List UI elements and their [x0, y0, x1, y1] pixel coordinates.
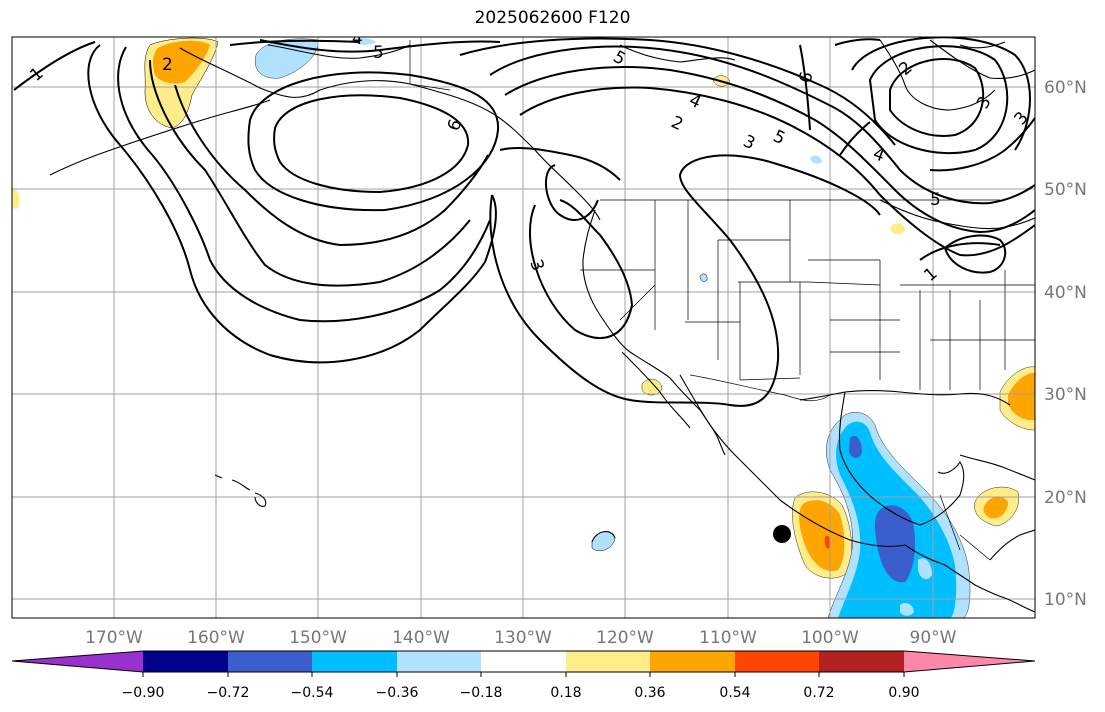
longitude-labels: 170°W 160°W 150°W 140°W 130°W 120°W 110°… [85, 628, 957, 648]
colorbar: −0.90 −0.72 −0.54 −0.36 −0.18 0.18 0.36 … [11, 650, 1036, 701]
latitude-label: 30°N [1044, 385, 1087, 405]
longitude-label: 150°W [289, 628, 347, 648]
colorbar-tick-label: 0.54 [719, 685, 750, 701]
colorbar-segment [566, 651, 650, 672]
contour-label: 5 [373, 43, 384, 63]
colorbar-max-extension [904, 651, 1035, 672]
colorbar-segment [819, 651, 904, 672]
borders [409, 40, 1035, 561]
colorbar-segment [481, 651, 566, 672]
contour-label: 6 [796, 70, 818, 86]
contour-lines [13, 37, 1035, 407]
colorbar-segment [143, 651, 228, 672]
colorbar-tick-label: 0.72 [803, 685, 834, 701]
graticule [12, 37, 1035, 618]
latitude-label: 10°N [1044, 590, 1087, 610]
latitude-label: 60°N [1044, 78, 1087, 98]
map-frame [11, 36, 1036, 619]
contour-label: 2 [162, 55, 173, 75]
longitude-label: 100°W [801, 628, 859, 648]
coastlines [49, 39, 1035, 613]
colorbar-tick-label: −0.72 [207, 685, 250, 701]
longitude-label: 170°W [85, 628, 143, 648]
longitude-label: 140°W [392, 628, 450, 648]
longitude-label: 160°W [187, 628, 245, 648]
anomaly-shading [12, 37, 1035, 618]
colorbar-tick-label: −0.36 [376, 685, 419, 701]
contour-label: 5 [930, 190, 941, 210]
longitude-label: 120°W [596, 628, 654, 648]
colorbar-tick-label: −0.54 [291, 685, 334, 701]
contour-label: 4 [352, 29, 363, 49]
colorbar-tick-label: 0.36 [634, 685, 665, 701]
longitude-label: 130°W [494, 628, 552, 648]
latitude-label: 40°N [1044, 283, 1087, 303]
colorbar-segment [228, 651, 312, 672]
longitude-label: 110°W [699, 628, 757, 648]
storm-position-marker [773, 525, 791, 543]
colorbar-min-extension [12, 651, 143, 672]
colorbar-tick-label: −0.90 [122, 685, 165, 701]
longitude-label: 90°W [910, 628, 957, 648]
colorbar-tick-label: −0.18 [460, 685, 503, 701]
colorbar-segment [735, 651, 819, 672]
colorbar-segment [397, 651, 481, 672]
colorbar-tick-label: 0.18 [550, 685, 581, 701]
colorbar-segment [312, 651, 397, 672]
latitude-label: 20°N [1044, 488, 1087, 508]
map-title: 2025062600 F120 [474, 8, 631, 28]
latitude-labels: 60°N 50°N 40°N 30°N 20°N 10°N [1044, 78, 1087, 610]
colorbar-tick-label: 0.90 [888, 685, 919, 701]
colorbar-segment [650, 651, 735, 672]
latitude-label: 50°N [1044, 180, 1087, 200]
